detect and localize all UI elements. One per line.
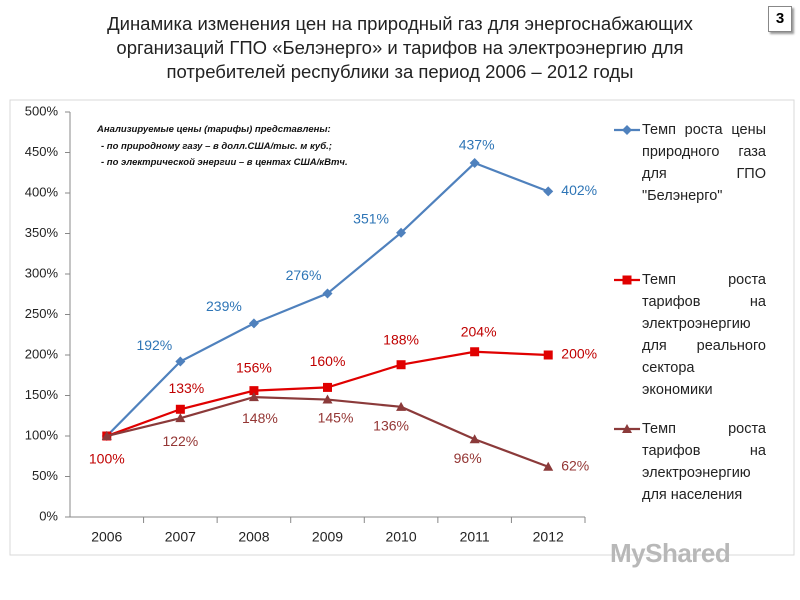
y-tick-label: 400% — [25, 184, 59, 199]
data-label: 145% — [318, 409, 354, 425]
legend-entry: Темп роста тарифов на электроэнергию для… — [642, 421, 766, 503]
data-label: 188% — [383, 331, 419, 347]
x-tick-label: 2009 — [312, 529, 343, 545]
x-tick-label: 2008 — [238, 529, 269, 545]
point — [248, 318, 259, 329]
legend-marker — [622, 424, 632, 433]
x-tick-label: 2011 — [460, 529, 490, 545]
data-label: 239% — [206, 298, 242, 314]
data-label: 148% — [242, 410, 278, 426]
point — [543, 461, 554, 471]
data-label: 62% — [561, 457, 589, 473]
data-label: 122% — [162, 433, 198, 449]
x-tick-label: 2010 — [385, 529, 416, 545]
data-label: 402% — [561, 182, 597, 198]
annotation-line: Анализируемые цены (тарифы) представлены… — [97, 124, 331, 135]
data-label: 133% — [168, 380, 204, 396]
y-tick-label: 0% — [39, 508, 58, 523]
point — [175, 413, 186, 423]
slide-number: 3 — [768, 6, 792, 32]
y-tick-label: 50% — [32, 468, 58, 483]
data-label: 160% — [310, 353, 346, 369]
x-tick-label: 2007 — [165, 529, 196, 545]
data-label: 96% — [454, 450, 482, 466]
y-tick-label: 300% — [25, 265, 59, 280]
point — [469, 158, 480, 169]
point — [249, 386, 259, 396]
point — [175, 404, 185, 414]
point — [543, 350, 553, 360]
data-label: 200% — [561, 346, 597, 362]
y-tick-label: 350% — [25, 225, 59, 240]
data-label: 276% — [286, 267, 322, 283]
y-tick-label: 250% — [25, 306, 59, 321]
annotation-line: - по природному газу – в долл.США/тыс. м… — [101, 140, 332, 152]
point — [396, 360, 406, 370]
y-tick-label: 150% — [25, 387, 59, 402]
data-label: 100% — [89, 451, 125, 467]
y-tick-label: 100% — [25, 427, 59, 442]
point — [543, 186, 554, 197]
data-label: 204% — [461, 323, 497, 339]
y-tick-label: 450% — [25, 144, 59, 159]
annotation: Анализируемые цены (тарифы) представлены… — [97, 122, 348, 172]
x-tick-label: 2012 — [533, 529, 564, 545]
point — [469, 434, 480, 444]
point — [396, 401, 407, 411]
data-label: 351% — [353, 210, 389, 226]
point — [101, 431, 112, 440]
point — [248, 392, 259, 402]
chart-title: Динамика изменения цен на природный газ … — [107, 13, 693, 82]
watermark: MyShared — [610, 538, 731, 568]
point — [175, 356, 186, 367]
annotation-line: - по электрической энергии – в центах СШ… — [101, 157, 348, 168]
data-label: 136% — [373, 418, 409, 434]
y-tick-label: 500% — [25, 103, 59, 118]
legend-marker — [622, 275, 632, 285]
chart-frame — [9, 99, 795, 556]
point — [323, 382, 332, 392]
x-tick-label: 2006 — [91, 529, 122, 545]
point — [396, 227, 407, 238]
point — [470, 347, 480, 357]
y-tick-label: 200% — [25, 346, 59, 361]
data-label: 437% — [459, 137, 495, 153]
point — [322, 288, 333, 299]
legend-entry: Темп роста тарифов на электроэнергию для… — [642, 272, 766, 398]
point — [322, 394, 333, 404]
legend-marker — [622, 125, 632, 135]
data-label: 192% — [136, 337, 172, 353]
legend-entry: Темп роста цены природного газа для ГПО … — [642, 122, 766, 204]
data-label: 156% — [236, 359, 272, 375]
